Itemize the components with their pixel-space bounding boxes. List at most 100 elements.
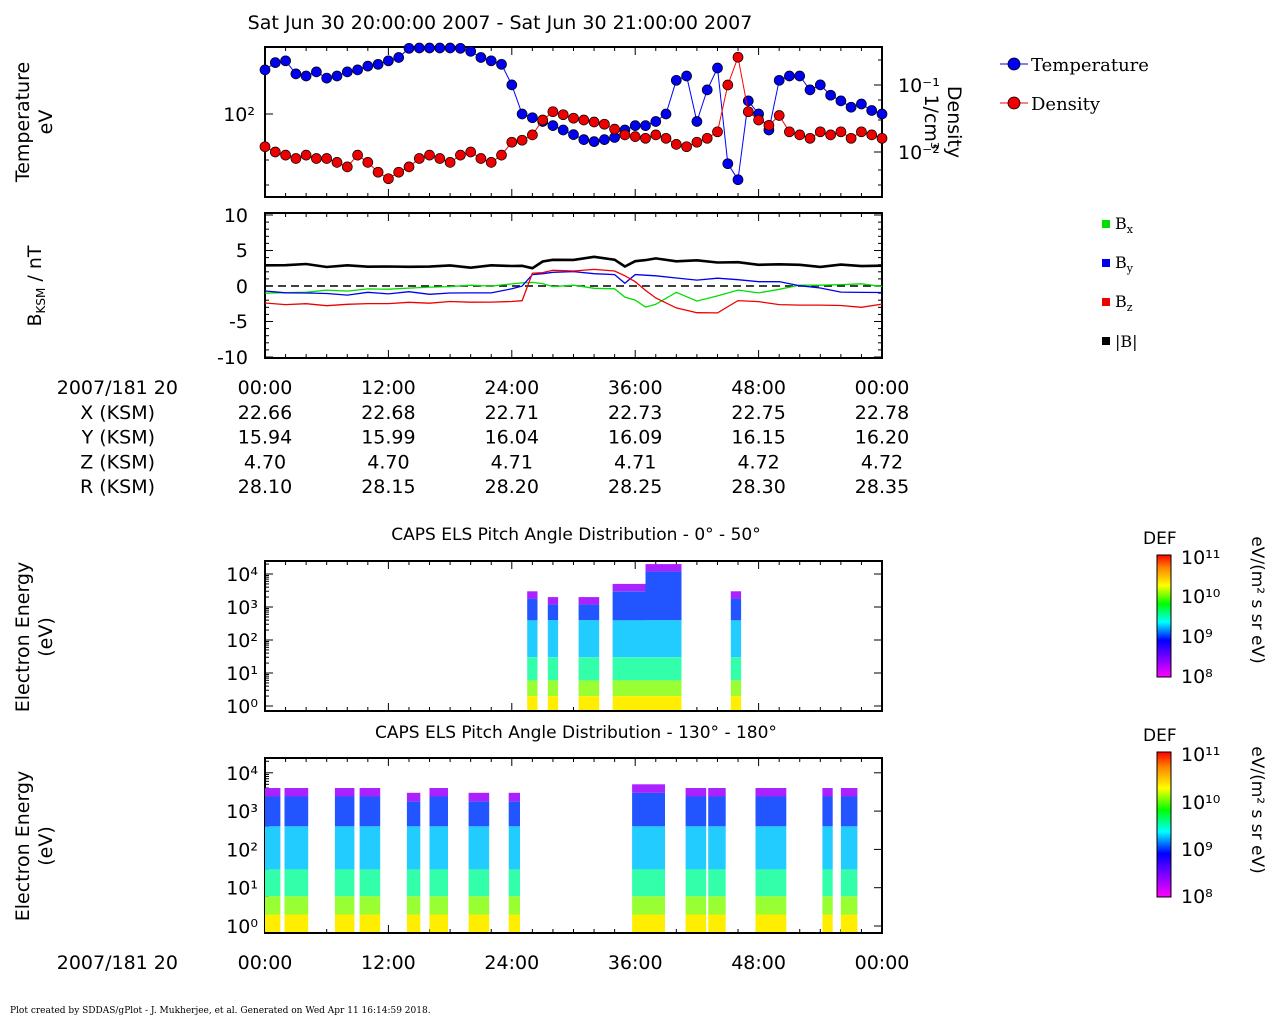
by-line [264, 270, 883, 296]
spectrogram-band [359, 796, 381, 827]
spectrogram-band [755, 896, 787, 915]
time-tick-label: 48:00 [731, 377, 786, 399]
temperature-point [413, 42, 425, 54]
colorbar-low: DEF eV/(m² s sr eV) 10¹¹ 10¹⁰ 10⁹ 10⁸ [1143, 529, 1267, 688]
temperature-point [341, 66, 353, 78]
density-point [825, 129, 836, 141]
spectrogram-band [730, 620, 742, 658]
density-point [475, 153, 487, 164]
temperature-point [434, 42, 446, 54]
temperature-point [814, 79, 826, 91]
density-point [300, 149, 312, 161]
spectrogram-block [612, 583, 646, 710]
energy-tick-label: 10⁴ [226, 763, 258, 785]
energy-tick-label: 10¹ [226, 878, 258, 900]
spectrogram-block [359, 788, 381, 932]
spectrogram-band [406, 801, 421, 827]
time-tick-label: 00:00 [238, 952, 293, 974]
spectrogram-band [822, 796, 833, 827]
density-point [660, 132, 672, 144]
colorbar-tick-label: 10⁸ [1181, 666, 1213, 688]
ephemeris-value: 16.15 [731, 427, 785, 449]
density-point [773, 110, 785, 121]
spectrogram-band [265, 826, 281, 870]
density-point [280, 149, 291, 161]
footer-credit: Plot created by SDDAS/gPlot - J. Mukherj… [10, 1006, 431, 1016]
spectrogram-band [527, 680, 538, 696]
spectrogram-band [468, 896, 490, 915]
spectrogram-band [265, 788, 281, 797]
colorbar-low-label: DEF [1143, 529, 1177, 549]
ephemeris-value: 22.73 [608, 402, 662, 424]
spectrogram-block [547, 597, 559, 710]
spectrogram-band [685, 914, 707, 932]
spectrogram-band [612, 620, 646, 658]
magnetic-field-ticks [264, 213, 883, 358]
density-point [321, 153, 333, 164]
ephemeris-value: 28.25 [608, 476, 662, 498]
els-pad-high-frame [264, 757, 883, 934]
temperature-point [691, 116, 703, 127]
temperature-point [362, 60, 374, 72]
bfield-tick-label: 0 [236, 276, 248, 298]
ephemeris-row-label: Y (KSM) [81, 427, 155, 449]
spectrogram-band [508, 869, 520, 897]
temperature-point [475, 52, 487, 63]
spectrogram-band [730, 591, 742, 599]
bz-swatch-icon [1102, 298, 1110, 306]
spectrogram-band [359, 788, 381, 797]
spectrogram-band [284, 796, 309, 827]
spectrogram-band [429, 896, 448, 915]
temperature-point [742, 95, 754, 107]
time-tick-label: 36:00 [608, 952, 663, 974]
density-point [516, 134, 528, 146]
ephemeris-value: 15.94 [238, 427, 292, 449]
density-point [845, 132, 857, 144]
density-point [835, 126, 847, 138]
ephemeris-value: 28.20 [485, 476, 539, 498]
ephemeris-value: 16.04 [485, 427, 539, 449]
temperature-point [393, 52, 405, 63]
density-point [670, 139, 682, 150]
temperature-point [485, 55, 497, 67]
plasma-moments-panel: Temperature eV Density 1/cm³ 10² 10⁻¹ 10… [12, 42, 965, 198]
colorbar-low-gradient [1156, 554, 1172, 678]
density-point [362, 157, 374, 168]
temperature-point [527, 112, 538, 124]
spectrogram-band [527, 696, 538, 710]
ephemeris-value: 22.66 [238, 402, 292, 424]
spectrogram-band [632, 914, 665, 932]
temperature-point [444, 42, 456, 54]
spectrogram-block [284, 788, 309, 932]
temperature-point [300, 70, 312, 82]
temperature-point [547, 120, 559, 131]
spectrogram-band [429, 826, 448, 870]
spectrogram-block [708, 788, 726, 932]
temperature-point [681, 70, 692, 82]
ephemeris-value: 22.71 [485, 402, 539, 424]
density-point [722, 79, 734, 91]
temperature-point [568, 129, 579, 140]
spectrogram-band [429, 796, 448, 827]
spectrogram-band [527, 657, 538, 681]
spectrogram-band [527, 591, 538, 599]
spectrogram-band [708, 914, 726, 932]
temperature-point [557, 124, 569, 136]
spectrogram-band [334, 869, 355, 897]
density-axis-label: Density [943, 86, 965, 158]
spectrogram-band [578, 597, 600, 605]
ephemeris-row-label: Z (KSM) [80, 451, 155, 473]
spectrogram-band [547, 597, 559, 605]
spectrogram-band [708, 788, 726, 797]
density-point [444, 157, 456, 168]
time-tick-label: 00:00 [855, 377, 910, 399]
spectrogram-band [359, 826, 381, 870]
temperature-point [712, 62, 723, 74]
temperature-point [290, 68, 302, 80]
temperature-point [670, 74, 682, 86]
temperature-point [516, 108, 528, 120]
temperature-point [825, 89, 836, 101]
temperature-point [722, 158, 734, 170]
temperature-point [794, 70, 806, 82]
temperature-point [321, 72, 333, 84]
